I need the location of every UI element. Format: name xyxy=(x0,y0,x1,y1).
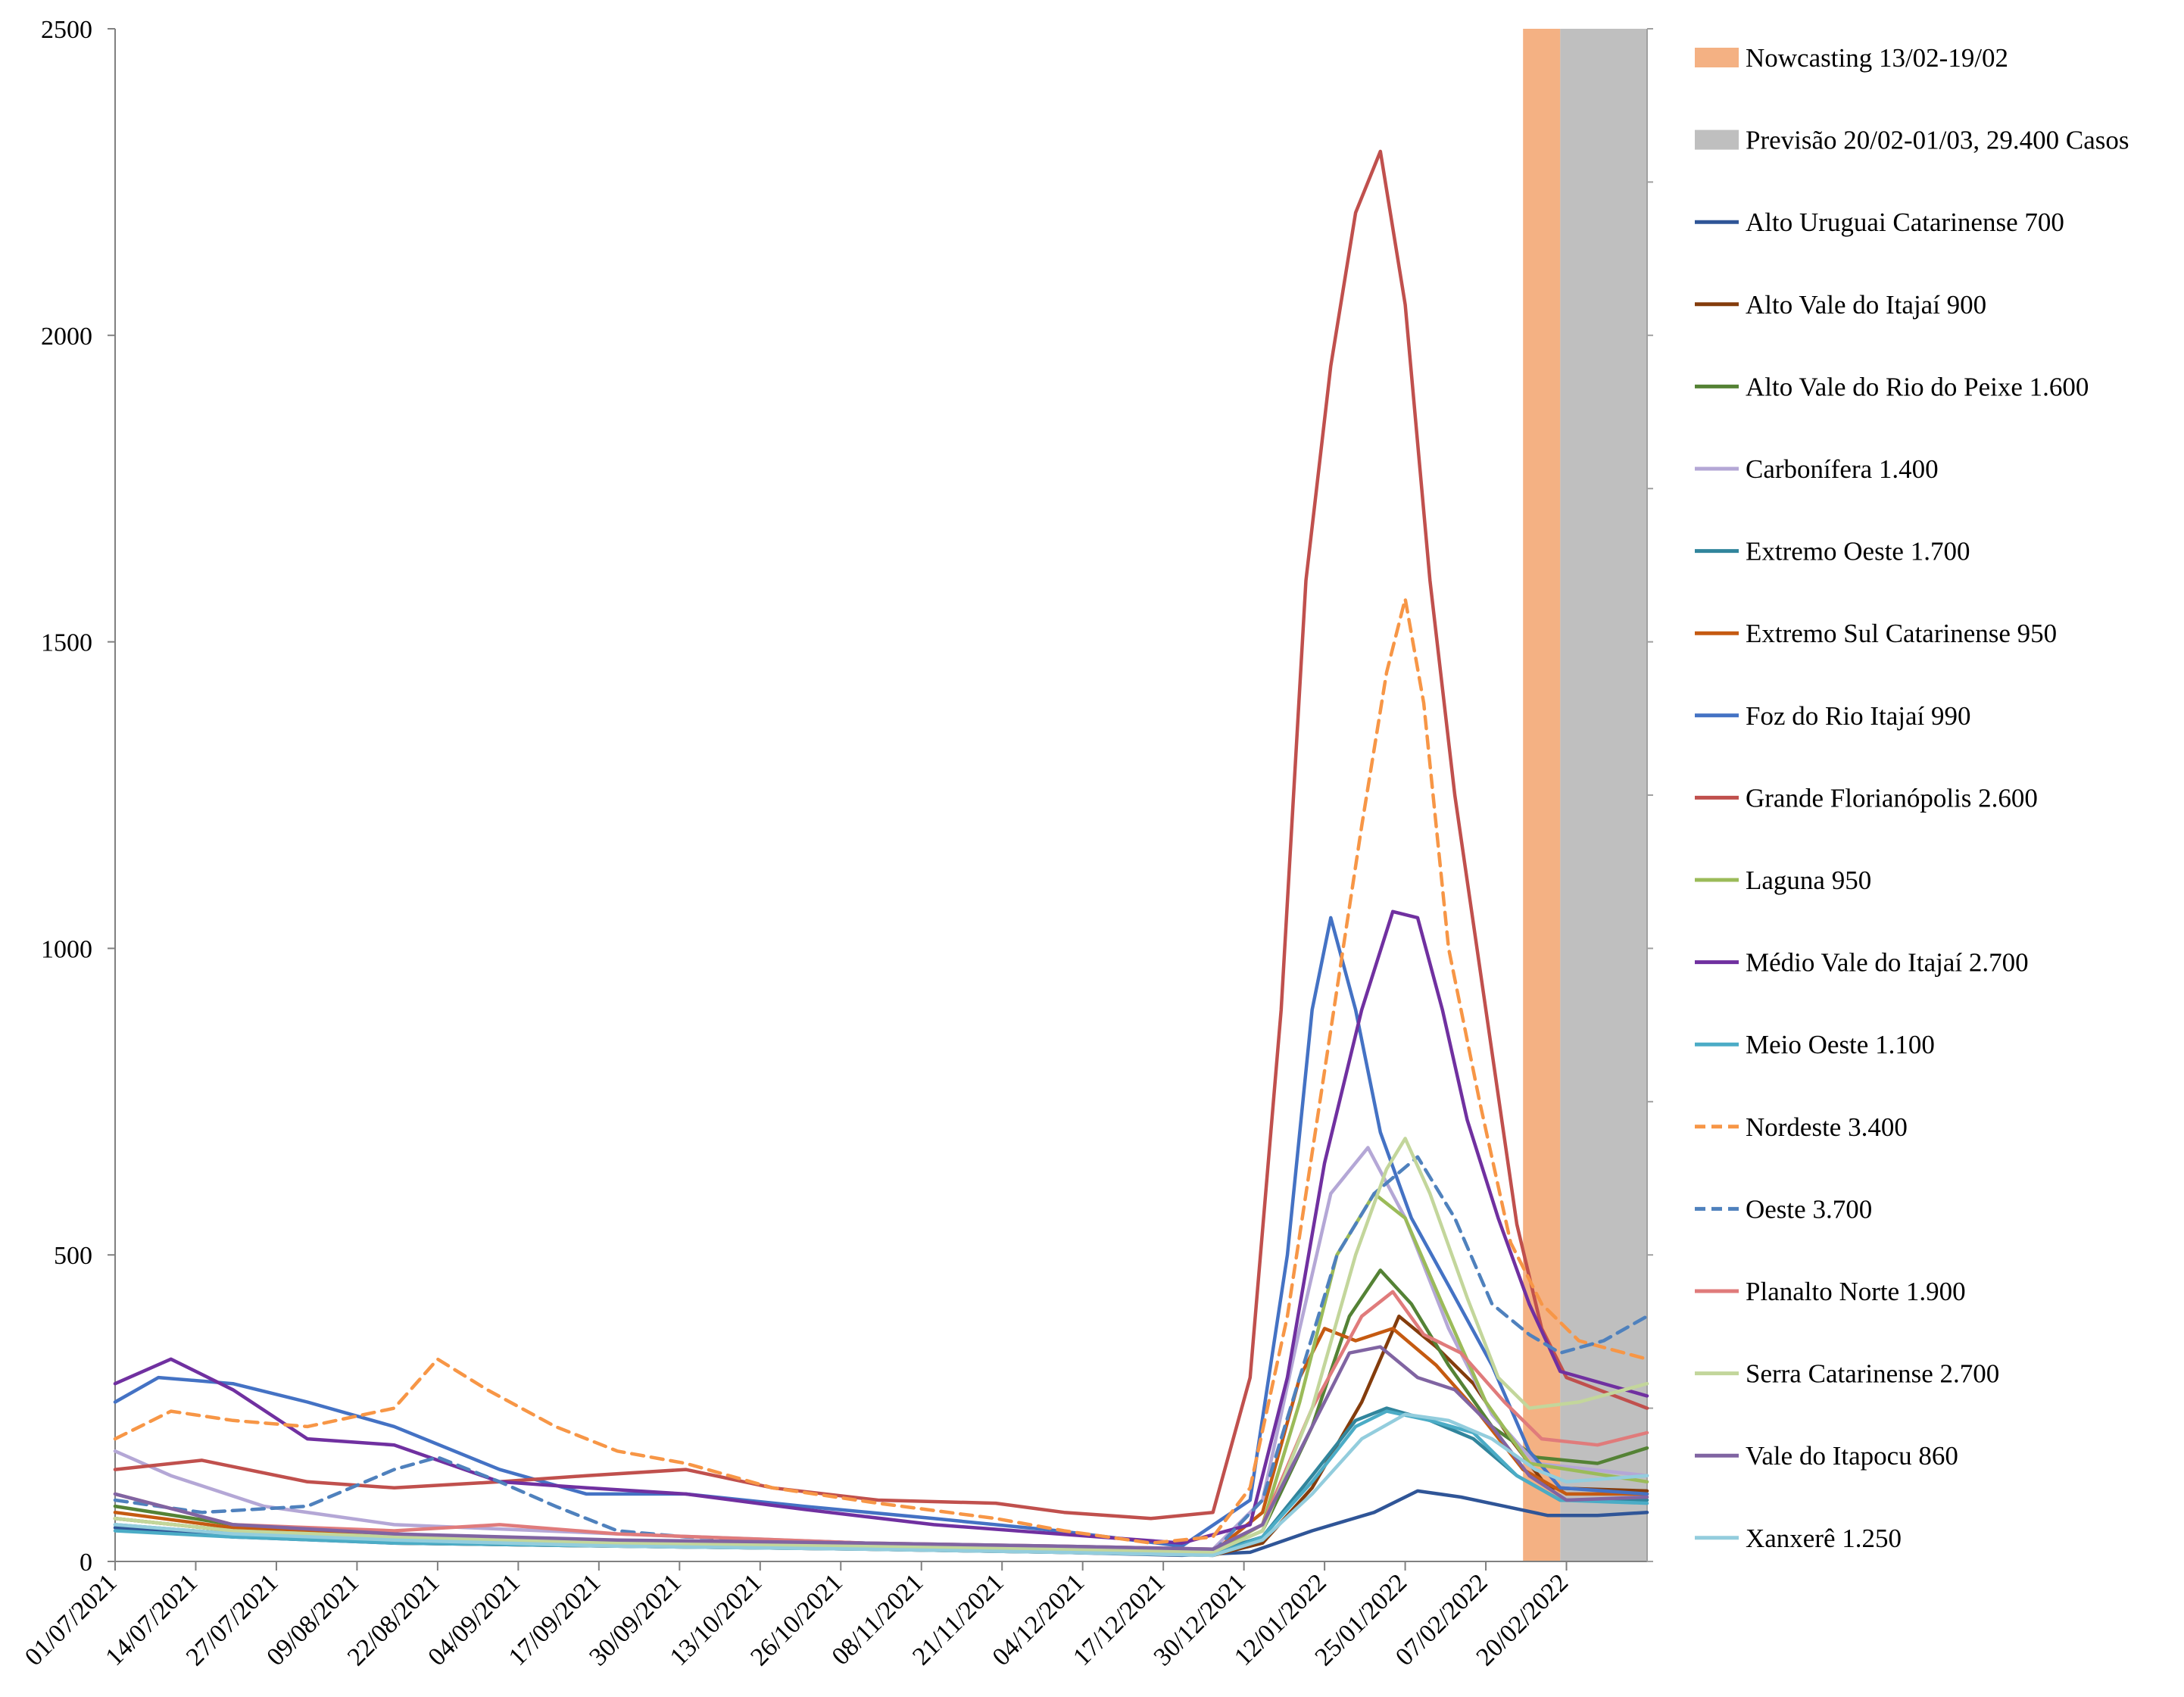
legend-label: Extremo Sul Catarinense 950 xyxy=(1746,619,2057,648)
legend-label: Nowcasting 13/02-19/02 xyxy=(1746,43,2008,73)
series-line-14 xyxy=(113,1137,1649,1555)
legend-label: Alto Vale do Itajaí 900 xyxy=(1746,290,1986,320)
series-line-8 xyxy=(113,1191,1649,1555)
legend: Nowcasting 13/02-19/02 Previsão 20/02-01/… xyxy=(1695,43,2129,1553)
legend-label: Extremo Oeste 1.700 xyxy=(1746,537,1970,566)
legend-label: Xanxerê 1.250 xyxy=(1746,1524,1902,1553)
legend-label: Serra Catarinense 2.700 xyxy=(1746,1359,1999,1389)
legend-label: Nordeste 3.400 xyxy=(1746,1112,1908,1142)
forecast-bands xyxy=(1523,29,1647,1561)
legend-label: Planalto Norte 1.900 xyxy=(1746,1277,1966,1306)
y-tick-label: 2500 xyxy=(41,16,92,44)
series-line-6 xyxy=(113,916,1649,1549)
band-1 xyxy=(1560,29,1647,1561)
legend-label: Alto Vale do Rio do Peixe 1.600 xyxy=(1746,372,2089,401)
legend-swatch xyxy=(1695,48,1739,67)
legend-label: Alto Uruguai Catarinense 700 xyxy=(1746,207,2064,237)
series-line-15 xyxy=(113,1345,1649,1552)
legend-label: Foz do Rio Itajaí 990 xyxy=(1746,701,1970,731)
series-lines xyxy=(113,149,1649,1558)
y-tick-label: 2000 xyxy=(41,323,92,351)
series-line-7 xyxy=(113,149,1649,1521)
legend-label: Vale do Itapocu 860 xyxy=(1746,1441,1958,1471)
legend-label: Médio Vale do Itajaí 2.700 xyxy=(1746,948,2029,978)
y-tick-label: 1500 xyxy=(41,629,92,657)
legend-label: Meio Oeste 1.100 xyxy=(1746,1030,1935,1059)
y-tick-label: 500 xyxy=(54,1242,92,1270)
y-tick-label: 1000 xyxy=(41,935,92,963)
series-line-16 xyxy=(113,1412,1649,1558)
legend-swatch xyxy=(1695,129,1739,150)
legend-label: Laguna 950 xyxy=(1746,866,1871,895)
legend-label: Carbonífera 1.400 xyxy=(1746,454,1939,484)
legend-label: Previsão 20/02-01/03, 29.400 Casos xyxy=(1746,126,2129,155)
legend-label: Oeste 3.700 xyxy=(1746,1194,1872,1224)
series-line-11 xyxy=(113,597,1649,1545)
legend-label: Grande Florianópolis 2.600 xyxy=(1746,783,2038,813)
axes xyxy=(108,28,1653,1571)
y-tick-label: 0 xyxy=(80,1549,92,1577)
